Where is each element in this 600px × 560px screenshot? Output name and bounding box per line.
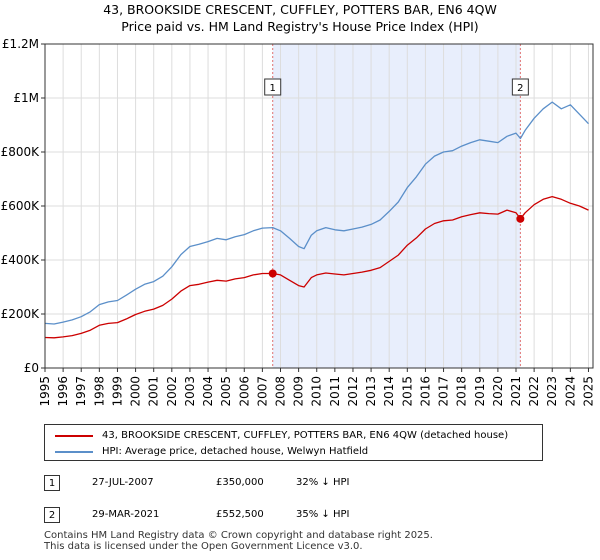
x-tick-label: 1999 xyxy=(110,376,124,407)
x-tick-label: 2012 xyxy=(346,376,360,407)
x-tick-label: 1998 xyxy=(92,376,106,407)
y-tick-label: £400K xyxy=(1,253,41,267)
footer-line-2: This data is licensed under the Open Gov… xyxy=(44,540,363,552)
x-tick-label: 2005 xyxy=(219,376,233,407)
row-price: £552,500 xyxy=(216,509,264,520)
x-tick-label: 2022 xyxy=(527,376,541,407)
x-tick-label: 2018 xyxy=(455,376,469,407)
x-tick-label: 2015 xyxy=(400,376,414,407)
row-date: 27-JUL-2007 xyxy=(92,477,154,488)
x-tick-label: 2013 xyxy=(364,376,378,407)
row-price: £350,000 xyxy=(216,477,264,488)
y-tick-label: £800K xyxy=(1,145,41,159)
legend-swatch-hpi xyxy=(55,451,93,453)
x-tick-label: 2023 xyxy=(545,376,559,407)
annotation-box xyxy=(264,78,282,96)
x-tick-label: 2004 xyxy=(201,376,215,407)
x-tick-label: 1996 xyxy=(56,376,70,407)
series-line-property xyxy=(44,195,589,339)
x-tick-label: 2002 xyxy=(165,376,179,407)
x-tick-label: 2003 xyxy=(183,376,197,407)
table-row: 1 27-JUL-2007 £350,000 32% ↓ HPI xyxy=(44,475,564,493)
x-tick-label: 2019 xyxy=(473,376,487,407)
y-tick-label: £600K xyxy=(1,199,41,213)
footer: Contains HM Land Registry data © Crown c… xyxy=(44,530,433,552)
y-tick-label: £1.2M xyxy=(2,37,39,51)
x-tick-label: 2020 xyxy=(491,376,505,407)
legend-label-hpi: HPI: Average price, detached house, Welw… xyxy=(102,446,369,457)
price-chart: 43, BROOKSIDE CRESCENT, CUFFLEY, POTTERS… xyxy=(1,2,596,407)
chart-title: 43, BROOKSIDE CRESCENT, CUFFLEY, POTTERS… xyxy=(103,2,497,17)
annotation-label: 2 xyxy=(517,83,523,94)
x-tick-label: 1995 xyxy=(38,376,52,407)
row-hpi: 35% ↓ HPI xyxy=(296,509,350,520)
x-tick-label: 2010 xyxy=(310,376,324,407)
annotation-label: 1 xyxy=(270,83,276,94)
x-tick-label: 2006 xyxy=(237,376,251,407)
row-marker: 2 xyxy=(44,507,60,523)
chart-subtitle: Price paid vs. HM Land Registry's House … xyxy=(121,19,478,34)
x-tick-label: 2009 xyxy=(292,376,306,407)
legend: 43, BROOKSIDE CRESCENT, CUFFLEY, POTTERS… xyxy=(44,424,543,461)
table-row: 2 29-MAR-2021 £552,500 35% ↓ HPI xyxy=(44,507,564,525)
x-tick-label: 2014 xyxy=(382,376,396,407)
series-line-hpi xyxy=(44,101,589,325)
sale-marker xyxy=(268,269,277,278)
row-marker: 1 xyxy=(44,475,60,491)
footer-line-1: Contains HM Land Registry data © Crown c… xyxy=(44,530,433,541)
sale-marker xyxy=(516,214,525,223)
x-tick-label: 2001 xyxy=(147,376,161,407)
x-tick-label: 2011 xyxy=(328,376,342,407)
y-tick-label: £1M xyxy=(13,91,39,105)
y-tick-label: £0 xyxy=(24,361,39,375)
legend-label-property: 43, BROOKSIDE CRESCENT, CUFFLEY, POTTERS… xyxy=(102,430,509,441)
x-tick-label: 2025 xyxy=(581,376,595,407)
x-tick-label: 2021 xyxy=(509,376,523,407)
x-tick-label: 2017 xyxy=(437,376,451,407)
x-tick-label: 2000 xyxy=(129,376,143,407)
plot-border xyxy=(44,43,594,369)
x-tick-label: 2016 xyxy=(418,376,432,407)
x-tick-label: 1997 xyxy=(74,376,88,407)
x-tick-label: 2007 xyxy=(255,376,269,407)
annotation-box xyxy=(511,78,529,96)
row-date: 29-MAR-2021 xyxy=(92,509,160,520)
row-hpi: 32% ↓ HPI xyxy=(296,477,350,488)
legend-swatch-property xyxy=(55,435,93,437)
x-tick-label: 2008 xyxy=(274,376,288,407)
x-tick-label: 2024 xyxy=(563,376,577,407)
y-tick-label: £200K xyxy=(1,307,41,321)
